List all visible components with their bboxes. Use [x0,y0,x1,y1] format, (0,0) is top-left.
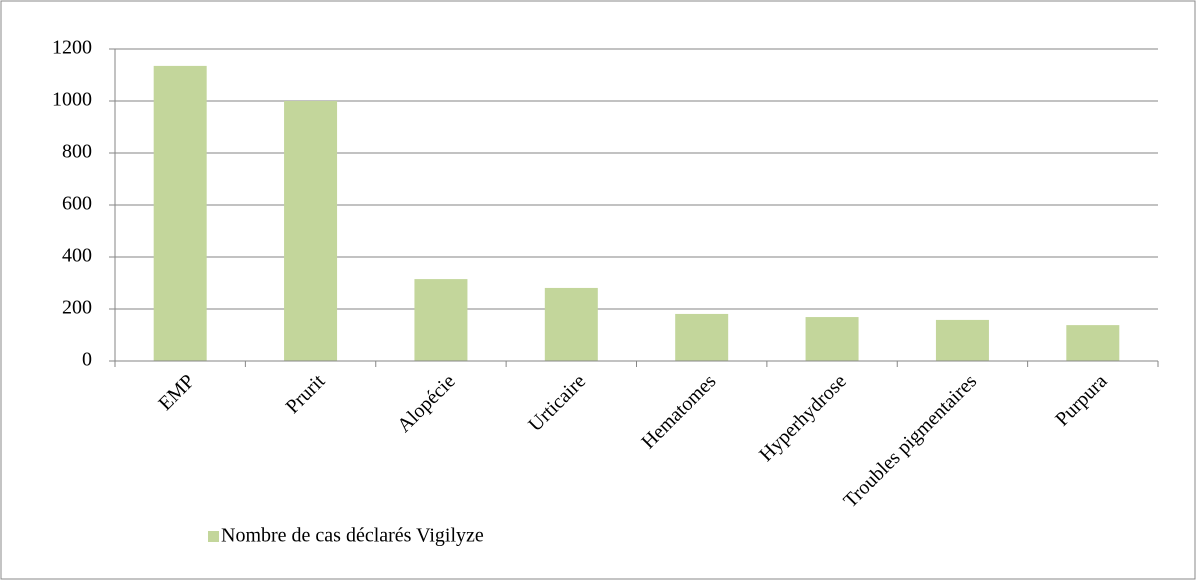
y-tick-label: 200 [62,297,92,319]
y-tick-label: 600 [62,193,92,215]
bar [544,287,598,361]
legend-label: Nombre de cas déclarés Vigilyze [221,525,484,547]
bar [805,317,859,361]
bar [153,65,207,362]
bar [935,319,989,361]
bar [675,313,729,361]
y-tick-label: 1000 [52,89,92,111]
y-tick-label: 1200 [52,37,92,59]
bar [414,279,468,361]
y-tick-label: 400 [62,245,92,267]
bar [284,101,338,361]
legend-swatch [208,531,219,542]
y-tick-label: 800 [62,141,92,163]
y-tick-label: 0 [82,349,92,371]
bar [1066,325,1120,361]
